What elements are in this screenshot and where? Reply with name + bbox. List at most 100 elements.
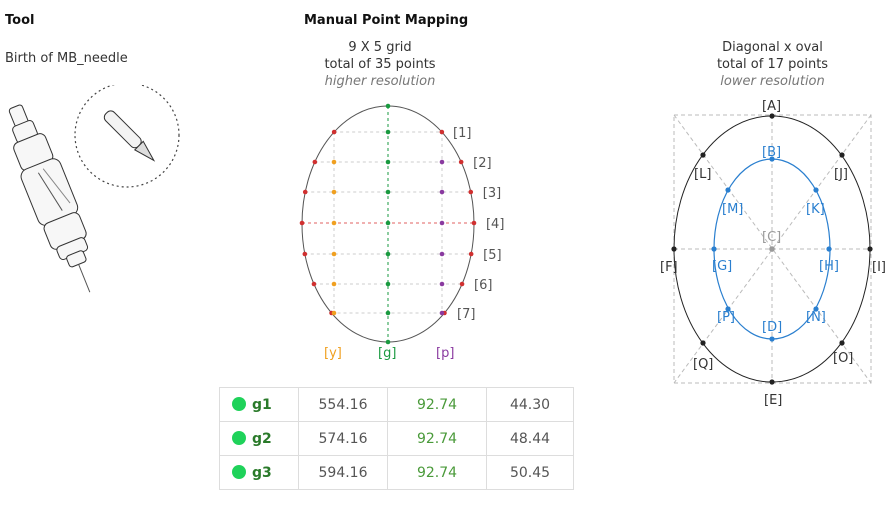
outer-point [671, 246, 677, 252]
grid-point [459, 281, 465, 287]
grid-point [439, 310, 445, 316]
grid-point [299, 220, 305, 226]
table-cell: 92.74 [387, 455, 487, 490]
inner-point [711, 246, 717, 252]
grid-row-label: [7] [457, 307, 475, 322]
inner-point [769, 336, 775, 342]
inner-point-label: [N] [806, 310, 826, 325]
table-row: g3 594.16 92.74 50.45 [219, 455, 574, 490]
grid-point [439, 220, 445, 226]
grid-point [385, 310, 391, 316]
diag-resolution-text: lower resolution [720, 74, 825, 89]
grid-point [331, 189, 337, 195]
outer-point [769, 379, 775, 385]
grid-point [439, 281, 445, 287]
inner-point [769, 156, 775, 162]
outer-point-label: [E] [764, 393, 782, 408]
grid-point [302, 251, 308, 257]
inner-point-label: [D] [762, 320, 782, 335]
grid-point [385, 189, 391, 195]
inner-point-label: [H] [819, 259, 839, 274]
inner-point-label: [B] [762, 145, 781, 160]
table-cell: 92.74 [387, 421, 487, 456]
row-label: g1 [219, 387, 299, 422]
outer-point [700, 340, 706, 346]
green-dot-icon [232, 430, 246, 445]
grid-point [468, 189, 474, 195]
manual-mapping-title: Manual Point Mapping [304, 13, 469, 28]
grid-row-label: [5] [483, 248, 501, 263]
grid-column-label: [p] [436, 346, 454, 361]
table-row: g2 574.16 92.74 48.44 [219, 421, 574, 456]
grid-point [439, 129, 445, 135]
table-cell: 48.44 [486, 421, 574, 456]
grid-point [385, 129, 391, 135]
inner-point-label: [K] [806, 202, 825, 217]
grid-point [331, 251, 337, 257]
inner-point [826, 246, 832, 252]
inner-point-label: [M] [722, 202, 743, 217]
inner-point [725, 306, 731, 312]
outer-point-label: [J] [834, 167, 848, 182]
table-cell: 92.74 [387, 387, 487, 422]
outer-point-label: [L] [694, 167, 711, 182]
inner-point [725, 187, 731, 193]
outer-point-label: [I] [872, 260, 886, 275]
grid-point [385, 220, 391, 226]
grid-resolution-text: higher resolution [324, 74, 436, 89]
grid-point [385, 159, 391, 165]
point-values-table: g1 554.16 92.74 44.30 g2 574.16 92.74 48.44 g3 59… [219, 387, 574, 490]
outer-point [839, 152, 845, 158]
table-row: g1 554.16 92.74 44.30 [219, 387, 574, 422]
tool-title: Tool [5, 13, 35, 28]
needle-tool-illustration [8, 85, 180, 293]
grid-point [331, 129, 337, 135]
grid-point [331, 281, 337, 287]
table-cell: 554.16 [298, 387, 388, 422]
row-label: g2 [219, 421, 299, 456]
row-label: g3 [219, 455, 299, 490]
grid-point [385, 103, 391, 109]
table-cell: 574.16 [298, 421, 388, 456]
grid-size-text: 9 X 5 grid [348, 40, 412, 55]
green-dot-icon [232, 464, 246, 479]
grid-row-label: [6] [474, 278, 492, 293]
grid-point [385, 251, 391, 257]
center-point-label: [C] [762, 230, 781, 245]
grid-point [331, 310, 337, 316]
grid-point [385, 281, 391, 287]
grid-point [471, 220, 477, 226]
outer-point [700, 152, 706, 158]
grid-total-text: total of 35 points [324, 57, 436, 72]
manual-grid-diagram: [1][2] [3] [4] [5] [6] [7] [y] [g] [p] [299, 103, 504, 361]
diag-title-text: Diagonal x oval [722, 40, 823, 55]
table-cell: 44.30 [486, 387, 574, 422]
table-cell: 594.16 [298, 455, 388, 490]
table-cell: 50.45 [486, 455, 574, 490]
outer-point-label: [F] [660, 260, 678, 275]
grid-row-label: [3] [483, 186, 501, 201]
outer-point [867, 246, 873, 252]
grid-point [385, 339, 391, 345]
diag-total-text: total of 17 points [716, 57, 829, 72]
grid-point [331, 220, 337, 226]
outer-point [769, 113, 775, 119]
grid-point [439, 251, 445, 257]
center-point [769, 246, 775, 252]
grid-point [311, 281, 317, 287]
outer-point [839, 340, 845, 346]
grid-row-label: [2] [473, 156, 491, 171]
tool-name: Birth of MB_needle [5, 51, 128, 66]
inner-point-label: [P] [717, 310, 735, 325]
grid-point [439, 189, 445, 195]
grid-point [312, 159, 318, 165]
grid-point [331, 159, 337, 165]
grid-point [468, 251, 474, 257]
grid-point [302, 189, 308, 195]
grid-column-label: [g] [378, 346, 396, 361]
grid-point [458, 159, 464, 165]
inner-point [813, 306, 819, 312]
green-dot-icon [232, 396, 246, 411]
inner-point-label: [G] [712, 259, 732, 274]
